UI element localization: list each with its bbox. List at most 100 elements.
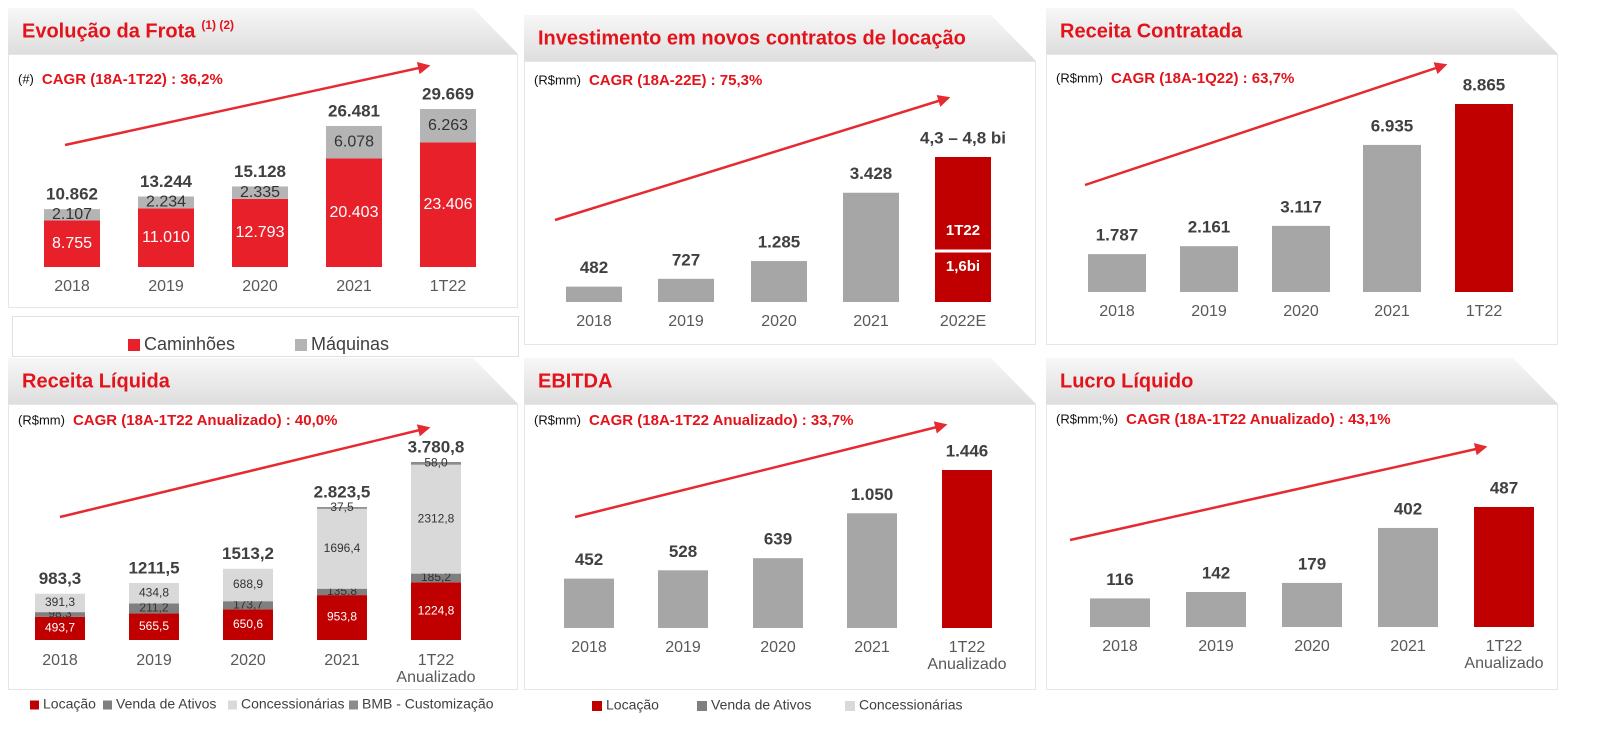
legend-label: Locação xyxy=(43,696,96,712)
trend-arrow xyxy=(574,421,948,519)
trend-arrow xyxy=(1069,443,1488,542)
x-tick-label: 2020 xyxy=(230,652,266,669)
value-label: 3.428 xyxy=(850,164,893,183)
total-label: 29.669 xyxy=(422,84,474,103)
bar-segment xyxy=(129,603,179,614)
chart-title: EBITDA xyxy=(538,370,612,392)
segment-label: 953,8 xyxy=(327,610,357,624)
x-tick-label: 2020 xyxy=(1283,303,1319,320)
segment-label: 434,8 xyxy=(139,585,169,599)
legend-label: Locação xyxy=(606,697,659,713)
bar xyxy=(942,470,992,628)
total-label: 3.780,8 xyxy=(408,437,465,456)
bar-segment xyxy=(317,595,367,640)
x-tick-label: 2018 xyxy=(571,639,607,656)
panel xyxy=(1046,404,1558,690)
panel-header xyxy=(524,15,1036,61)
legend-swatch xyxy=(592,701,602,711)
value-label: 3.117 xyxy=(1280,197,1322,216)
chart-title: Receita Líquida xyxy=(22,370,171,392)
x-tick-label: 2018 xyxy=(1099,303,1135,320)
segment-label: 37,5 xyxy=(330,500,354,514)
chart-title: Investimento em novos contratos de locaç… xyxy=(538,27,966,49)
total-label: 13.244 xyxy=(140,172,193,191)
cagr-label: CAGR (18A-1T22 Anualizado) : 40,0% xyxy=(73,412,338,429)
trend-arrow xyxy=(64,62,431,147)
bar-segment xyxy=(223,601,273,610)
panel-header xyxy=(8,8,518,54)
value-label: 2.161 xyxy=(1188,218,1231,237)
bar-segment xyxy=(317,588,367,596)
x-tick-label: 2019 xyxy=(148,278,184,295)
x-tick-label: 2021 xyxy=(1390,638,1426,655)
bar xyxy=(1455,104,1513,292)
legend-label: Caminhões xyxy=(144,334,235,354)
x-tick-label: 2018 xyxy=(1102,638,1138,655)
bar-segment xyxy=(326,158,382,267)
x-tick-label: 1T22 xyxy=(429,278,467,295)
legend-swatch xyxy=(30,700,39,710)
bar-segment xyxy=(317,507,367,509)
value-label: 116 xyxy=(1106,570,1133,589)
bar xyxy=(1474,507,1534,627)
segment-label: 6.078 xyxy=(334,133,374,150)
bar-segment xyxy=(411,464,461,574)
cagr-label: CAGR (18A-22E) : 75,3% xyxy=(589,72,762,89)
legend-swatch xyxy=(697,701,707,711)
bar xyxy=(843,192,899,302)
bar-segment xyxy=(411,462,461,465)
value-label: 8.865 xyxy=(1463,75,1506,94)
total-label: 10.862 xyxy=(46,185,98,204)
legend-swatch xyxy=(228,700,237,710)
x-tick-label: 2021 xyxy=(1374,303,1410,320)
x-tick-label: 1T22 Anualizado xyxy=(1464,638,1544,672)
bar-segment xyxy=(129,582,179,604)
bar-segment xyxy=(232,186,288,199)
legend-swatch xyxy=(845,701,855,711)
segment-label: 2.234 xyxy=(146,194,186,211)
bar xyxy=(658,278,714,302)
value-label: 142 xyxy=(1202,563,1230,582)
legend-swatch xyxy=(128,339,140,351)
x-tick-label: 2021 xyxy=(324,652,360,669)
unit-label: (R$mm) xyxy=(1056,70,1103,85)
value-label: 6.935 xyxy=(1371,116,1414,135)
legend-label: Concessionárias xyxy=(859,697,963,713)
bar-segment xyxy=(35,593,85,613)
unit-label: (R$mm) xyxy=(18,412,65,427)
legend-label: BMB - Customização xyxy=(362,696,494,712)
x-tick-label: 2019 xyxy=(1191,303,1227,320)
total-label: 1211,5 xyxy=(128,558,179,577)
legend-label: Venda de Ativos xyxy=(116,696,216,712)
total-label: 983,3 xyxy=(39,569,82,588)
bar xyxy=(1180,246,1238,292)
value-label: 639 xyxy=(764,530,792,549)
bar-segment xyxy=(35,616,85,640)
x-tick-label: 1T22 Anualizado xyxy=(927,639,1007,673)
value-label: 179 xyxy=(1298,554,1326,573)
segment-label: 2.107 xyxy=(52,206,92,223)
bar xyxy=(753,558,803,628)
segment-label: 391,3 xyxy=(45,595,75,609)
legend-label: Venda de Ativos xyxy=(711,697,811,713)
bar-segment xyxy=(420,142,476,267)
segment-label: 12.793 xyxy=(236,224,285,241)
bar-segment xyxy=(411,573,461,583)
bar-segment xyxy=(44,209,100,221)
segment-label: 493,7 xyxy=(45,621,75,635)
bar-segment xyxy=(411,582,461,640)
x-tick-label: 1T22 xyxy=(1465,303,1503,320)
segment-label: 20.403 xyxy=(330,204,379,221)
bar xyxy=(1090,598,1150,627)
bar-segment xyxy=(232,198,288,267)
x-tick-label: 2019 xyxy=(665,639,701,656)
value-label: 452 xyxy=(575,550,603,569)
segment-label: 211,2 xyxy=(139,601,168,615)
value-label: 487 xyxy=(1490,478,1518,497)
bar xyxy=(658,570,708,628)
panel-header xyxy=(8,358,518,404)
bar xyxy=(1363,144,1421,292)
x-tick-label: 2019 xyxy=(668,313,704,330)
